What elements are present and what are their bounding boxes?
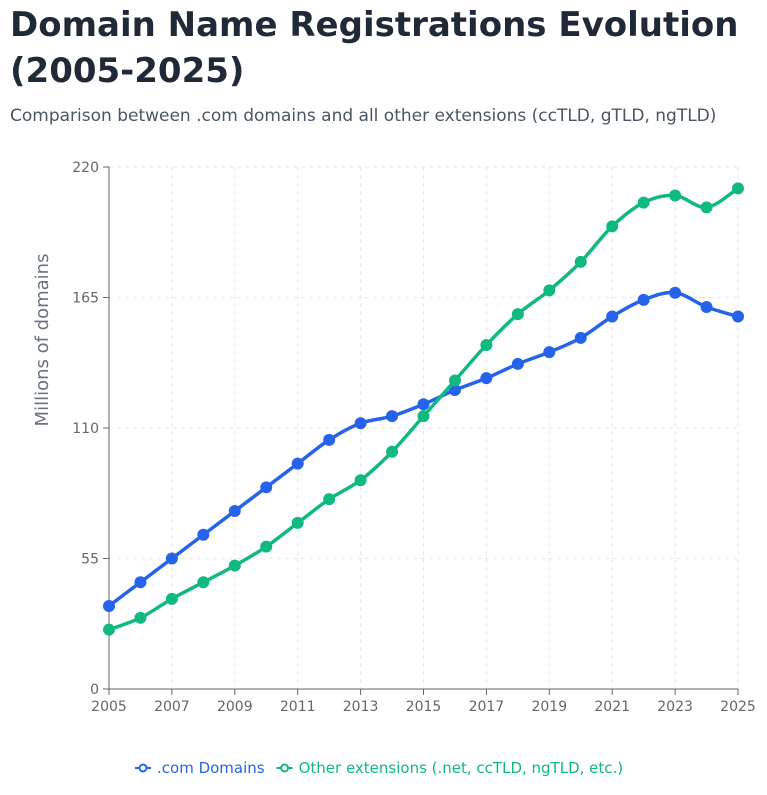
data-point [637, 293, 650, 306]
data-point [165, 592, 178, 605]
data-point [417, 410, 430, 423]
y-tick-label: 0 [90, 682, 99, 698]
data-point [228, 559, 241, 572]
x-tick-label: 2023 [657, 699, 693, 715]
chart-title: Domain Name Registrations Evolution (200… [10, 5, 739, 91]
x-tick-label: 2021 [594, 699, 630, 715]
data-point [574, 255, 587, 268]
data-point [448, 374, 461, 387]
x-tick-label: 2025 [720, 699, 756, 715]
data-point [511, 308, 524, 321]
legend-label: .com Domains [157, 759, 265, 777]
data-point [260, 540, 273, 553]
data-point [323, 433, 336, 446]
data-point [260, 481, 273, 494]
y-tick-label: 110 [72, 421, 99, 437]
data-point [606, 220, 619, 233]
y-tick-label: 55 [81, 552, 99, 568]
data-point [417, 398, 430, 411]
data-point [669, 189, 682, 202]
data-point [197, 576, 210, 589]
x-tick-label: 2007 [154, 699, 190, 715]
data-point [165, 552, 178, 565]
data-point [637, 196, 650, 209]
data-point [134, 611, 147, 624]
x-tick-label: 2005 [91, 699, 127, 715]
data-point [323, 493, 336, 506]
data-point [103, 599, 115, 612]
data-point [103, 623, 115, 636]
data-point [669, 286, 682, 299]
legend-swatch [138, 763, 148, 773]
data-point [386, 445, 399, 458]
data-point [606, 310, 619, 323]
y-tick-label: 165 [72, 291, 99, 307]
x-tick-label: 2009 [217, 699, 253, 715]
data-point [448, 384, 461, 397]
y-tick-label: 220 [72, 160, 99, 176]
data-point [197, 528, 210, 541]
data-point [386, 410, 399, 423]
data-point [700, 300, 713, 313]
data-point [291, 516, 304, 529]
data-point [354, 474, 367, 487]
x-tick-label: 2017 [469, 699, 505, 715]
data-point [732, 182, 744, 195]
x-tick-label: 2019 [531, 699, 567, 715]
x-tick-label: 2011 [280, 699, 316, 715]
x-tick-label: 2015 [406, 699, 442, 715]
data-point [480, 372, 493, 385]
data-point [291, 457, 304, 470]
chart-subtitle: Comparison between .com domains and all … [10, 106, 717, 126]
x-tick-label: 2013 [343, 699, 379, 715]
data-point [574, 331, 587, 344]
data-point [700, 201, 713, 214]
data-point [354, 417, 367, 430]
data-point [543, 284, 556, 297]
data-point [543, 346, 556, 359]
data-point [228, 505, 241, 518]
data-point [511, 357, 524, 370]
legend-swatch [280, 763, 290, 773]
data-point [480, 338, 493, 351]
legend-label: Other extensions (.net, ccTLD, ngTLD, et… [299, 759, 624, 777]
data-point [732, 310, 744, 323]
y-axis-label: Millions of domains [32, 254, 53, 427]
data-point [134, 576, 147, 589]
